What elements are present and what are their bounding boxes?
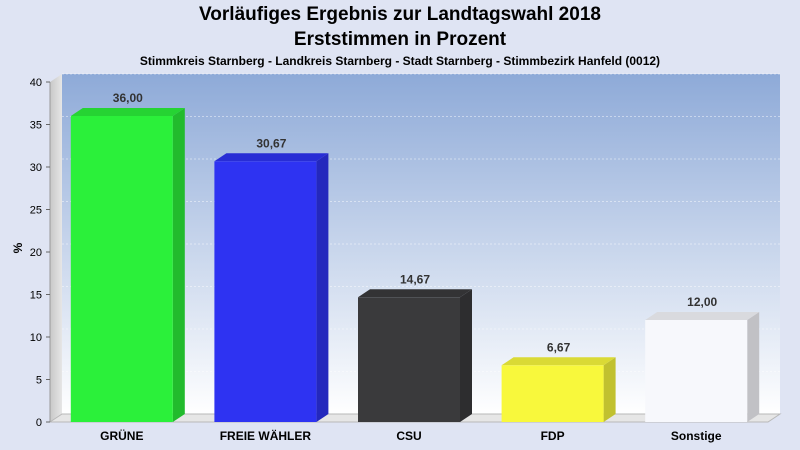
bar-side xyxy=(603,357,616,422)
value-label: 12,00 xyxy=(687,295,717,309)
bar-side xyxy=(460,289,472,422)
bar-top xyxy=(214,153,329,162)
bar-side xyxy=(747,312,760,422)
y-axis-label: % xyxy=(11,242,25,253)
y-tick-label: 20 xyxy=(30,247,42,259)
bar-top xyxy=(358,289,472,298)
y-tick-label: 25 xyxy=(30,205,42,217)
y-tick-label: 15 xyxy=(30,290,42,302)
chart-title-line1: Vorläufiges Ergebnis zur Landtagswahl 20… xyxy=(199,4,601,25)
value-label: 36,00 xyxy=(113,91,143,105)
bar-1: 30,67 xyxy=(214,136,329,422)
bar-top xyxy=(645,312,760,320)
bar-3: 6,67 xyxy=(501,340,616,422)
y-tick-label: 40 xyxy=(30,77,42,89)
bar-0: 36,00 xyxy=(70,91,185,422)
bar-side xyxy=(172,108,185,422)
bar-top xyxy=(501,357,616,366)
bar-front xyxy=(501,365,604,422)
bar-front xyxy=(214,161,317,422)
category-label: GRÜNE xyxy=(100,428,143,443)
bar-2: 14,67 xyxy=(358,272,472,422)
bar-front xyxy=(70,116,173,422)
side-wall xyxy=(50,74,62,422)
category-label: FDP xyxy=(541,429,565,443)
y-tick-label: 10 xyxy=(30,332,42,344)
bar-front xyxy=(645,320,748,422)
bar-front xyxy=(358,297,460,422)
value-label: 6,67 xyxy=(547,340,571,354)
chart-title-line2: Erststimmen in Prozent xyxy=(293,29,507,50)
value-label: 14,67 xyxy=(400,272,430,286)
y-tick-label: 30 xyxy=(30,162,42,174)
y-tick-label: 5 xyxy=(36,375,42,387)
category-label: Sonstige xyxy=(671,429,722,443)
category-label: FREIE WÄHLER xyxy=(220,428,312,443)
y-tick-label: 35 xyxy=(30,120,42,132)
y-tick-label: 0 xyxy=(36,417,42,429)
category-label: CSU xyxy=(396,429,421,443)
bar-side xyxy=(316,153,329,422)
bar-4: 12,00 xyxy=(645,295,760,422)
bar-top xyxy=(70,108,185,116)
value-label: 30,67 xyxy=(256,136,286,150)
chart-subtitle: Stimmkreis Starnberg - Landkreis Starnbe… xyxy=(139,54,661,68)
